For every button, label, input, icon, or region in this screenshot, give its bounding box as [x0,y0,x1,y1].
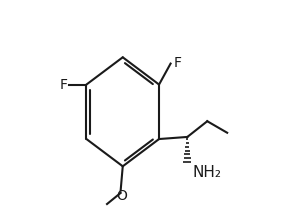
Text: F: F [59,77,68,92]
Text: F: F [174,55,182,70]
Text: NH₂: NH₂ [193,165,222,180]
Text: O: O [116,189,127,203]
